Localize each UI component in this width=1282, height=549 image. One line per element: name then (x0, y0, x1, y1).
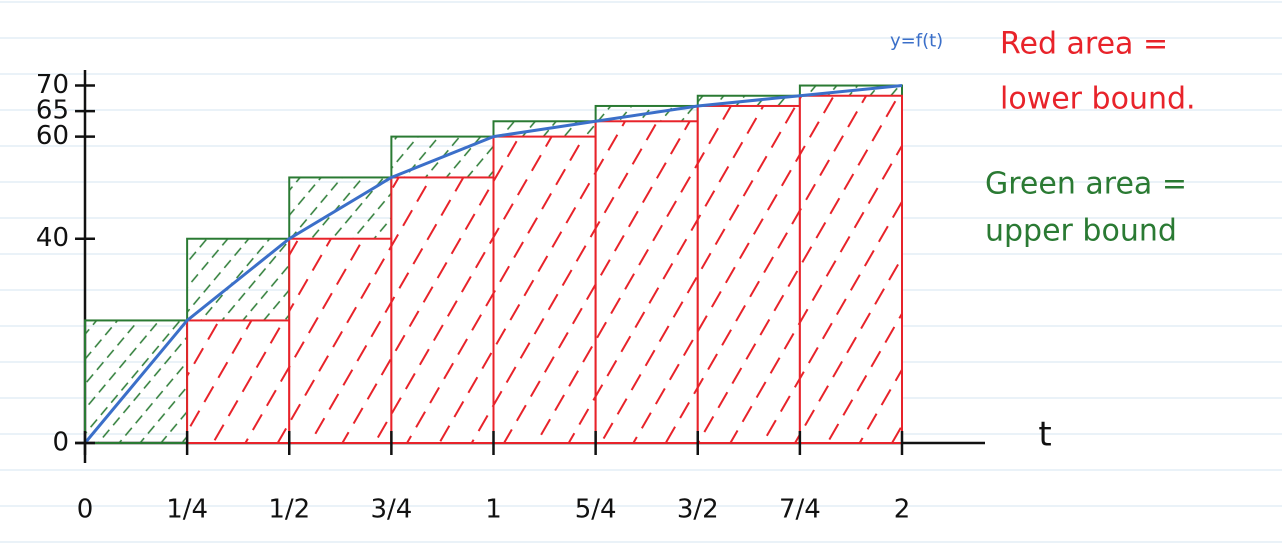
lower-bound-hatch (187, 320, 289, 443)
x-tick-label: 1/2 (268, 495, 310, 525)
y-tick-label: 65 (36, 96, 69, 126)
lower-bound-hatch (800, 96, 902, 443)
x-tick-label: 2 (894, 495, 911, 525)
x-tick-label: 3/2 (677, 495, 719, 525)
annotation: lower bound. (1000, 82, 1196, 117)
lower-bound-hatch (698, 106, 800, 443)
x-tick-label: 1 (485, 495, 502, 525)
y-tick-label: 0 (52, 428, 69, 458)
x-tick-label: 1/4 (166, 495, 208, 525)
x-tick-label: 3/4 (370, 495, 412, 525)
y-tick-label: 40 (36, 223, 69, 253)
lower-bound-hatch (289, 239, 391, 443)
annotation: Green area = (985, 167, 1187, 202)
lower-bound-hatch (391, 177, 493, 443)
y-tick-label: 70 (36, 70, 69, 100)
x-tick-label: 0 (77, 495, 94, 525)
x-tick-label: 7/4 (779, 495, 821, 525)
y-tick-label: 60 (36, 121, 69, 151)
x-tick-label: 5/4 (575, 495, 617, 525)
chart: y=f(t) 0 40 606570 0 1/4 1/2 3/4 1 5/4 3/2 7/4 2 t Red… (0, 0, 1282, 549)
x-axis-label: t (1038, 415, 1051, 455)
lower-bound-hatch (596, 121, 698, 443)
annotation: Red area = (1000, 27, 1168, 62)
lower-bound-hatch (494, 137, 596, 443)
curve-label: y=f(t) (890, 31, 943, 52)
annotation: upper bound (985, 214, 1177, 249)
